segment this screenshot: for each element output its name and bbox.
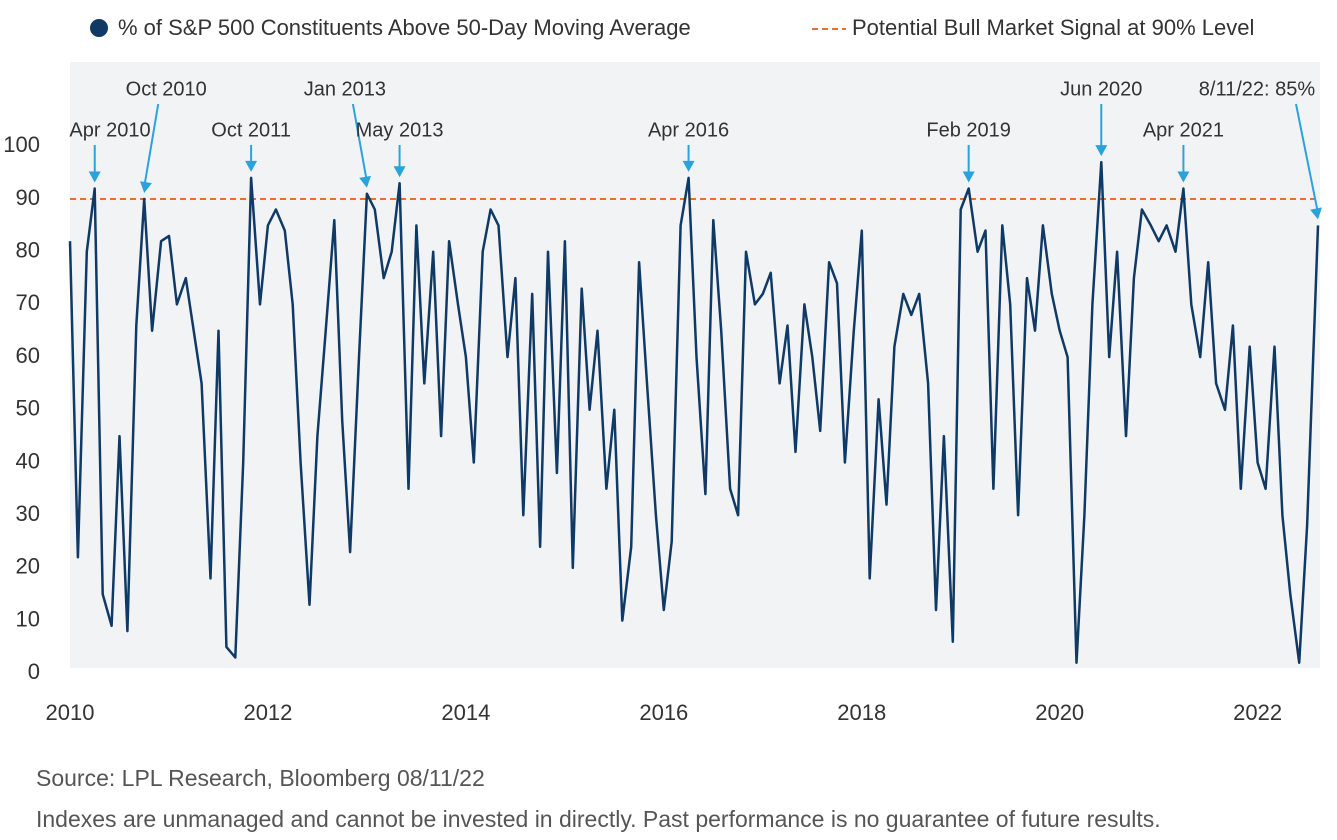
legend-marker <box>90 19 108 37</box>
plot-area <box>70 62 1320 668</box>
x-tick-label: 2018 <box>837 700 886 725</box>
annotation-arrowhead <box>1095 145 1108 157</box>
y-tick-label: 10 <box>16 606 40 631</box>
annotation-label: Apr 2010 <box>69 119 150 141</box>
annotation-label: Oct 2011 <box>211 119 291 141</box>
x-tick-label: 2016 <box>639 700 688 725</box>
annotation-arrowhead <box>682 160 695 172</box>
annotation-arrow <box>1295 103 1320 214</box>
x-tick-label: 2022 <box>1233 700 1282 725</box>
legend-label: Potential Bull Market Signal at 90% Leve… <box>852 15 1254 40</box>
annotation-label: Feb 2019 <box>926 119 1011 141</box>
annotation-label: Oct 2010 <box>126 78 207 100</box>
y-tick-label: 0 <box>28 659 40 684</box>
legend-label: % of S&P 500 Constituents Above 50-Day M… <box>118 15 691 40</box>
annotation-arrowhead <box>140 181 152 193</box>
y-tick-label: 60 <box>16 343 40 368</box>
x-tick-label: 2020 <box>1035 700 1084 725</box>
y-tick-label: 50 <box>16 396 40 421</box>
y-tick-label: 90 <box>16 185 40 210</box>
annotation-arrowhead <box>359 175 371 188</box>
y-tick-label: 30 <box>16 501 40 526</box>
annotation-arrowhead <box>1177 171 1190 183</box>
source: Source: LPL Research, Bloomberg 08/11/22 <box>36 765 485 791</box>
annotation-arrowhead <box>245 160 258 172</box>
annotation-arrow <box>351 103 368 182</box>
annotation-label: Jun 2020 <box>1060 78 1142 100</box>
annotation-label: 8/11/22: 85% <box>1199 78 1316 100</box>
y-tick-label: 20 <box>16 554 40 579</box>
footnote: Indexes are unmanaged and cannot be inve… <box>36 806 1161 832</box>
y-tick-label: 70 <box>16 290 40 315</box>
annotation-label: May 2013 <box>356 119 444 141</box>
x-tick-label: 2014 <box>441 700 490 725</box>
annotation-arrowhead <box>88 171 101 183</box>
annotation-label: Jan 2013 <box>304 78 386 100</box>
y-tick-label: 100 <box>3 132 40 157</box>
y-tick-label: 80 <box>16 238 40 263</box>
x-tick-label: 2012 <box>243 700 292 725</box>
series-line <box>68 160 1320 664</box>
annotation-label: Apr 2021 <box>1143 119 1224 141</box>
annotation-label: Apr 2016 <box>648 119 729 141</box>
annotation-arrow <box>143 103 160 188</box>
annotation-arrowhead <box>393 166 406 178</box>
annotation-arrowhead <box>962 171 975 183</box>
x-tick-label: 2010 <box>46 700 95 725</box>
annotation-arrowhead <box>1310 207 1322 220</box>
y-tick-label: 40 <box>16 448 40 473</box>
